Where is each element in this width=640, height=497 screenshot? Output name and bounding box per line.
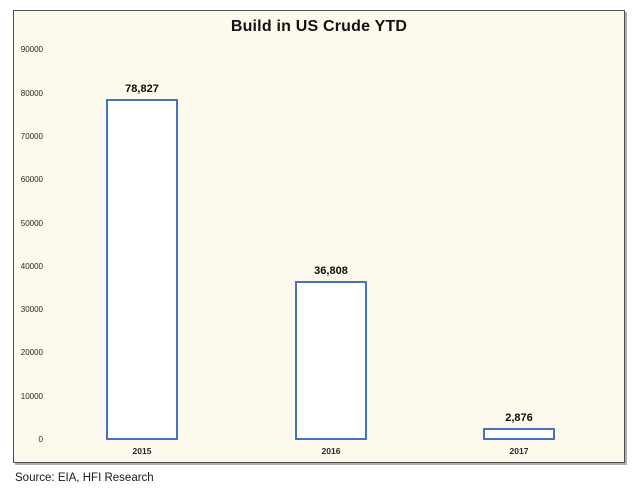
bar-value-label: 2,876 [505,412,533,424]
x-axis-label: 2016 [321,446,341,456]
y-axis-tick-label: 60000 [20,175,43,185]
y-axis-tick-label: 20000 [20,348,43,358]
bar-2015 [106,99,178,440]
y-axis-tick-label: 0 [38,435,43,444]
y-axis-tick-label: 50000 [20,218,43,228]
bar-2016 [295,281,367,440]
bar-value-label: 36,808 [314,265,348,277]
y-axis-tick-label: 10000 [20,391,43,401]
y-axis-tick-label: 30000 [20,305,43,315]
y-axis: 0 10000 20000 30000 40000 50000 60000 70000 8000… [14,11,624,462]
plot-area: 78,827 2015 36,808 2016 2,876 2017 [14,11,624,462]
y-axis-tick-label: 90000 [20,45,43,55]
y-axis-tick-label: 80000 [20,88,43,98]
x-axis-label: 2017 [509,446,529,456]
chart-title: Build in US Crude YTD [230,18,408,35]
bar-value-label: 78,827 [125,83,159,95]
y-axis-tick-label: 40000 [20,261,43,271]
y-axis-tick-label: 70000 [20,131,43,141]
x-axis-label: 2015 [132,446,152,456]
source-note: Source: EIA, HFI Research [15,472,154,484]
bar-2017 [483,428,555,440]
chart-frame: Build in US Crude YTD 0 10000 20000 30000 40… [13,10,625,463]
